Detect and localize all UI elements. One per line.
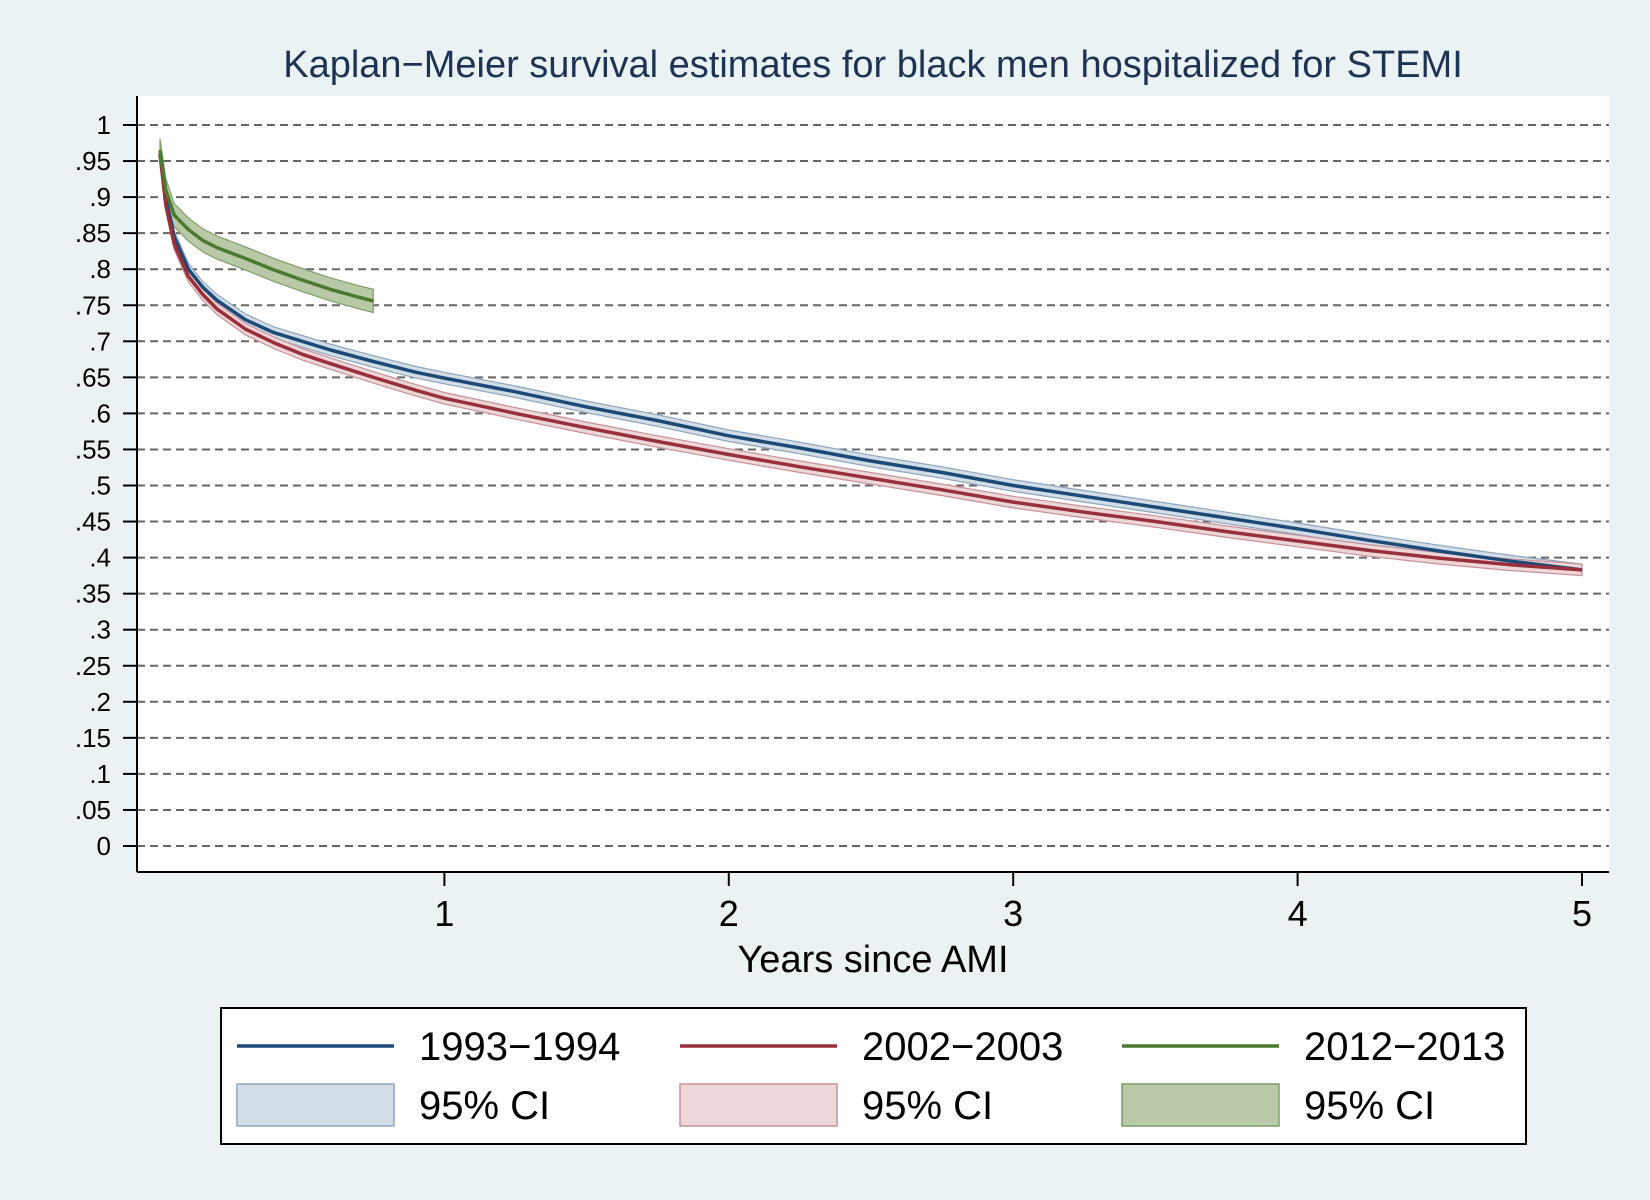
y-tick-label: 1 (97, 110, 111, 140)
legend-series-label: 2012−2013 (1304, 1025, 1505, 1069)
survival-lines (158, 149, 1583, 572)
x-axis-title: Years since AMI (737, 939, 1008, 981)
y-tick-label: .25 (75, 651, 111, 681)
series-line-1 (158, 153, 1583, 572)
series-line-0 (158, 153, 1583, 572)
legend-ci-swatch (1121, 1083, 1280, 1127)
x-tick-label: 3 (1003, 893, 1023, 934)
legend-ci-label: 95% CI (419, 1084, 550, 1128)
y-tick-label: .05 (75, 795, 111, 825)
x-tick-label: 4 (1288, 893, 1308, 934)
legend-ci-label: 95% CI (862, 1084, 993, 1128)
y-tick-label: .45 (75, 507, 111, 537)
chart-title: Kaplan−Meier survival estimates for blac… (283, 44, 1463, 86)
y-tick-label: .55 (75, 434, 111, 464)
x-tick-label: 5 (1572, 893, 1592, 934)
y-tick-label: .7 (89, 326, 111, 356)
y-tick-label: .6 (89, 398, 111, 428)
series-line-2 (158, 149, 374, 303)
y-tick-label: .9 (89, 182, 111, 212)
x-tick-label: 2 (719, 893, 739, 934)
legend-item-0: 1993−1994 95% CI (236, 1025, 620, 1128)
legend-ci-swatch (679, 1083, 838, 1127)
y-tick-label: .5 (89, 471, 111, 501)
y-axis-ticks: 0 .05 .1 .15 .2 .25 .3 .35 .4 .45 .5 .55 .6 .65 .7 .75.… (75, 110, 137, 861)
legend-series-label: 2002−2003 (862, 1025, 1063, 1069)
legend: 1993−1994 95% CI 2002−2003 95% CI 2012−2013 9… (220, 1007, 1527, 1145)
y-tick-label: .65 (75, 362, 111, 392)
x-tick-label: 1 (434, 893, 454, 934)
ci-band-1 (159, 148, 1583, 577)
y-tick-label: .2 (89, 687, 111, 717)
legend-item-1: 2002−2003 95% CI (679, 1025, 1063, 1128)
grid-lines (137, 124, 1609, 847)
y-tick-label: .15 (75, 723, 111, 753)
x-axis-ticks: 1 2 3 4 5 (434, 872, 1592, 934)
y-tick-label: 0 (97, 831, 111, 861)
legend-items: 1993−1994 95% CI 2002−2003 95% CI 2012−2013 9… (236, 1025, 1505, 1128)
legend-box (220, 1007, 1527, 1145)
y-tick-label: .1 (89, 759, 111, 789)
y-tick-label: .85 (75, 218, 111, 248)
legend-ci-label: 95% CI (1304, 1084, 1435, 1128)
y-tick-label: .4 (89, 543, 111, 573)
y-tick-label: .35 (75, 579, 111, 609)
y-tick-label: .8 (89, 254, 111, 284)
y-tick-label: .75 (75, 290, 111, 320)
legend-item-2: 2012−2013 95% CI (1121, 1025, 1505, 1128)
y-tick-label: .95 (75, 146, 111, 176)
legend-ci-swatch (236, 1083, 395, 1127)
y-tick-label: .3 (89, 615, 111, 645)
legend-series-label: 1993−1994 (419, 1025, 620, 1069)
